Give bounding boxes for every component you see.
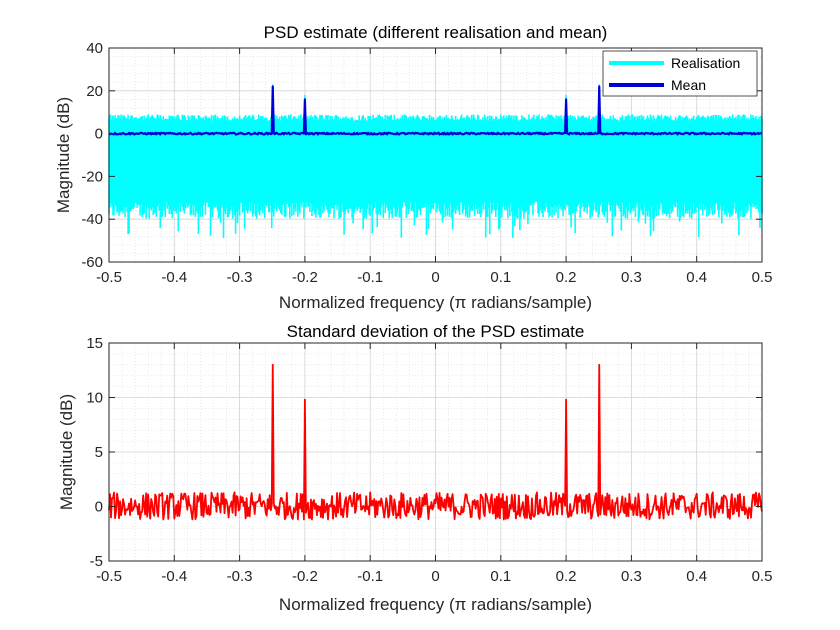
- x-tick-label: 0.1: [490, 568, 511, 585]
- x-tick-label: 0.5: [752, 568, 773, 585]
- x-tick-label: 0.2: [556, 568, 577, 585]
- legend: Realisation Mean: [602, 50, 758, 97]
- x-tick-label: 0.2: [556, 269, 577, 286]
- std-title: Standard deviation of the PSD estimate: [287, 322, 585, 341]
- x-tick-label: 0.3: [621, 568, 642, 585]
- y-tick-label: -60: [81, 254, 103, 271]
- y-tick-label: -40: [81, 211, 103, 228]
- legend-label-realisation: Realisation: [671, 55, 740, 71]
- std-xlabel: Normalized frequency (π radians/sample): [279, 595, 592, 614]
- psd-subplot: -0.5 -0.4 -0.3 -0.2 -0.1 0 0.1 0.2 0.3 0.4 0.5 -60 -…: [54, 23, 772, 312]
- x-tick-label: 0.4: [686, 568, 707, 585]
- x-tick-label: -0.1: [357, 269, 383, 286]
- psd-xlabel: Normalized frequency (π radians/sample): [279, 293, 592, 312]
- psd-series: [108, 84, 763, 239]
- psd-title: PSD estimate (different realisation and …: [264, 23, 608, 42]
- x-tick-label: 0.3: [621, 269, 642, 286]
- y-tick-label: 40: [86, 40, 103, 57]
- psd-ylabel: Magnitude (dB): [54, 97, 73, 213]
- legend-label-mean: Mean: [671, 77, 706, 93]
- x-tick-label: -0.2: [292, 568, 318, 585]
- x-tick-label: 0: [431, 568, 439, 585]
- std-series: [108, 363, 763, 521]
- x-tick-label: 0.4: [686, 269, 707, 286]
- y-tick-label: 0: [95, 126, 103, 143]
- y-tick-label: 5: [95, 444, 103, 461]
- y-tick-label: 15: [86, 335, 103, 352]
- x-tick-label: 0: [431, 269, 439, 286]
- y-tick-label: 10: [86, 390, 103, 407]
- psd-ticks: -0.5 -0.4 -0.3 -0.2 -0.1 0 0.1 0.2 0.3 0.4 0.5 -60 -…: [81, 40, 772, 286]
- x-tick-label: -0.3: [227, 269, 253, 286]
- y-tick-label: -5: [90, 553, 103, 570]
- std-ylabel: Magnitude (dB): [57, 394, 76, 510]
- legend-box: [602, 50, 758, 97]
- y-tick-label: -20: [81, 168, 103, 185]
- x-tick-label: -0.3: [227, 568, 253, 585]
- y-tick-label: 0: [95, 499, 103, 516]
- std-ticks: -0.5 -0.4 -0.3 -0.2 -0.1 0 0.1 0.2 0.3 0.4 0.5 -5 0 5…: [86, 335, 772, 585]
- x-tick-label: -0.4: [161, 269, 187, 286]
- mean-series: [108, 85, 763, 136]
- x-tick-label: 0.1: [490, 269, 511, 286]
- x-tick-label: -0.1: [357, 568, 383, 585]
- y-tick-label: 20: [86, 83, 103, 100]
- x-tick-label: 0.5: [752, 269, 773, 286]
- x-tick-label: -0.5: [96, 568, 122, 585]
- x-tick-label: -0.2: [292, 269, 318, 286]
- x-tick-label: -0.4: [161, 568, 187, 585]
- x-tick-label: -0.5: [96, 269, 122, 286]
- std-subplot: -0.5 -0.4 -0.3 -0.2 -0.1 0 0.1 0.2 0.3 0.4 0.5 -5 0 5…: [57, 322, 772, 614]
- std-series: [108, 363, 763, 521]
